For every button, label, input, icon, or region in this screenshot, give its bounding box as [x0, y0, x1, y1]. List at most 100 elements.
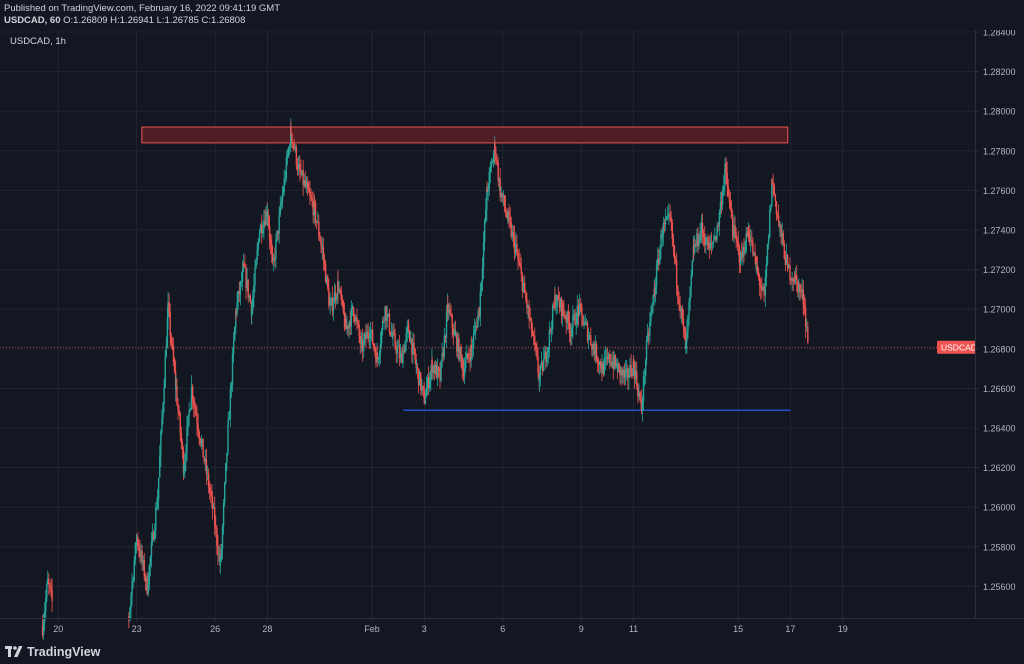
candle-body — [465, 359, 467, 369]
candle-body — [661, 235, 663, 238]
candle-body — [402, 350, 404, 364]
candle-body — [473, 328, 476, 335]
candle-body — [417, 368, 420, 386]
candle-body — [469, 357, 471, 361]
candle-body — [171, 344, 174, 347]
candle-body — [288, 147, 291, 149]
tradingview-logo[interactable]: TradingView — [5, 645, 100, 659]
candle-body — [696, 233, 698, 246]
candle-body — [282, 192, 284, 195]
drawings[interactable] — [141, 126, 791, 411]
candle-body — [697, 233, 699, 246]
candle-body — [799, 284, 801, 292]
candle-body — [707, 237, 709, 250]
candle-body — [766, 244, 769, 264]
candle-body — [167, 302, 169, 318]
candle-body — [767, 237, 770, 245]
candle-body — [606, 357, 609, 360]
candle-body — [185, 453, 187, 462]
candle-body — [522, 286, 525, 292]
candle-body — [685, 341, 687, 349]
candle-body — [179, 413, 181, 434]
candle-body — [308, 188, 310, 193]
candle-body — [680, 307, 682, 312]
candle-body — [348, 321, 350, 329]
candle-body — [690, 275, 692, 287]
candle-body — [355, 317, 357, 322]
candle-body — [481, 267, 484, 282]
candle-body — [454, 334, 457, 336]
candle-body — [583, 324, 585, 326]
candle-body — [472, 334, 475, 347]
candle-body — [170, 335, 172, 345]
candle-body — [151, 532, 154, 543]
candle-body — [200, 441, 203, 444]
candle-body — [275, 239, 277, 260]
candle-body — [802, 289, 804, 305]
candle-body — [397, 346, 400, 348]
candle-body — [235, 310, 237, 314]
candle-body — [724, 163, 726, 172]
candle-body — [803, 305, 806, 308]
price-tick-label: 1.26200 — [983, 463, 1016, 473]
candle-body — [161, 417, 163, 432]
candle-body — [660, 234, 662, 250]
candle-body — [232, 340, 235, 354]
candle-body — [241, 269, 244, 282]
candle-body — [186, 427, 188, 454]
candle-body — [178, 410, 180, 414]
candle-body — [476, 326, 478, 328]
candle-body — [354, 316, 356, 322]
candle-body — [434, 364, 437, 374]
candle-body — [358, 324, 360, 336]
candle-body — [333, 292, 336, 304]
candle-body — [610, 362, 612, 366]
candle-body — [163, 387, 165, 405]
candle-body — [269, 239, 272, 245]
chart-header: Published on TradingView.com, February 1… — [0, 0, 1024, 30]
candle-body — [599, 361, 601, 366]
price-tick-label: 1.28400 — [983, 30, 1016, 38]
candle-body — [328, 288, 330, 306]
candle-body — [437, 366, 440, 371]
candle-body — [227, 420, 229, 425]
candle-body — [42, 622, 45, 635]
candle-body — [733, 225, 735, 238]
candle-body — [278, 214, 280, 234]
candle-body — [284, 178, 286, 180]
candle-body — [773, 185, 775, 195]
axes: 1.28400 1.28200 1.28000 1.27800 1.27600 1.274… — [0, 30, 1024, 640]
candle-body — [143, 560, 145, 578]
candle-body — [299, 164, 301, 172]
candle-body — [307, 182, 309, 189]
candle-body — [415, 366, 418, 368]
candle-body — [199, 438, 201, 444]
candle-body — [41, 626, 44, 635]
candle-body — [624, 369, 627, 374]
candle-body — [566, 311, 568, 323]
candle-body — [653, 288, 656, 295]
candle-body — [141, 551, 143, 563]
candle-body — [643, 375, 646, 377]
candle-body — [674, 258, 677, 261]
candle-body — [529, 317, 531, 320]
candle-body — [297, 164, 300, 170]
candle-body — [746, 233, 748, 237]
candle-body — [573, 313, 575, 316]
candle-body — [725, 163, 727, 173]
candle-body — [271, 244, 273, 255]
candle-body — [546, 352, 548, 359]
candle-body — [501, 192, 504, 198]
candle-body — [607, 354, 610, 360]
candle-body — [581, 306, 583, 315]
candle-body — [627, 368, 629, 379]
candle-body — [320, 240, 322, 246]
candle-body — [488, 171, 490, 190]
candle-body — [442, 352, 444, 357]
candle-body — [300, 171, 302, 175]
candle-body — [716, 225, 718, 233]
candle-body — [654, 286, 657, 295]
candle-body — [776, 214, 779, 216]
